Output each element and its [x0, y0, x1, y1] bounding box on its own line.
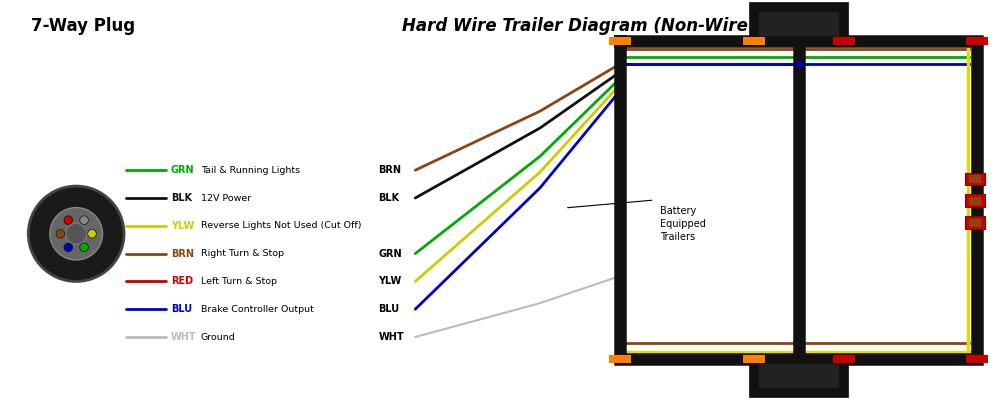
Text: 7-Way Plug: 7-Way Plug	[31, 17, 135, 35]
Bar	[833, 37, 855, 46]
Ellipse shape	[56, 230, 65, 238]
Text: RED: RED	[171, 276, 193, 286]
Text: BRN: BRN	[171, 249, 194, 259]
Bar	[965, 216, 985, 229]
Ellipse shape	[64, 216, 73, 224]
Bar	[965, 194, 985, 207]
Bar	[743, 354, 765, 363]
Bar	[969, 197, 981, 205]
Ellipse shape	[50, 208, 103, 260]
Text: 12V Power: 12V Power	[201, 194, 251, 202]
Text: BLK: BLK	[171, 193, 192, 203]
Text: Reverse Lights Not Used (Cut Off): Reverse Lights Not Used (Cut Off)	[201, 221, 361, 230]
Ellipse shape	[80, 216, 88, 224]
Text: Tail & Running Lights: Tail & Running Lights	[201, 166, 300, 175]
Text: YLW: YLW	[171, 221, 194, 231]
Text: BRN: BRN	[378, 165, 401, 175]
Text: WHT: WHT	[171, 332, 197, 342]
Text: BLK: BLK	[378, 193, 399, 203]
Text: Ground: Ground	[201, 332, 236, 342]
Bar	[609, 37, 631, 46]
Bar	[965, 172, 985, 185]
Text: Left Turn & Stop: Left Turn & Stop	[201, 277, 277, 286]
Bar	[609, 354, 631, 363]
Bar	[754, 7, 844, 41]
Ellipse shape	[28, 186, 124, 282]
Ellipse shape	[88, 230, 96, 238]
Bar	[966, 37, 988, 46]
Text: Hard Wire Trailer Diagram (Non-Wire Harness): Hard Wire Trailer Diagram (Non-Wire Harn…	[402, 17, 837, 35]
Bar	[969, 175, 981, 183]
Text: Battery
Equipped
Trailers: Battery Equipped Trailers	[660, 206, 705, 242]
Text: Brake Controller Output: Brake Controller Output	[201, 305, 314, 314]
Bar	[754, 359, 844, 393]
Bar	[743, 37, 765, 46]
Ellipse shape	[80, 243, 88, 252]
Text: WHT: WHT	[378, 332, 404, 342]
Bar	[833, 354, 855, 363]
Text: BLU: BLU	[171, 304, 192, 314]
Text: YLW: YLW	[378, 276, 402, 286]
Text: Inside: Inside	[47, 194, 77, 204]
Text: GRN: GRN	[378, 249, 402, 259]
Text: GRN: GRN	[171, 165, 195, 175]
Text: Right Turn & Stop: Right Turn & Stop	[201, 249, 284, 258]
Ellipse shape	[64, 243, 73, 252]
Ellipse shape	[66, 223, 87, 244]
Bar	[966, 354, 988, 363]
Bar	[969, 219, 981, 227]
Text: BLU: BLU	[378, 304, 399, 314]
